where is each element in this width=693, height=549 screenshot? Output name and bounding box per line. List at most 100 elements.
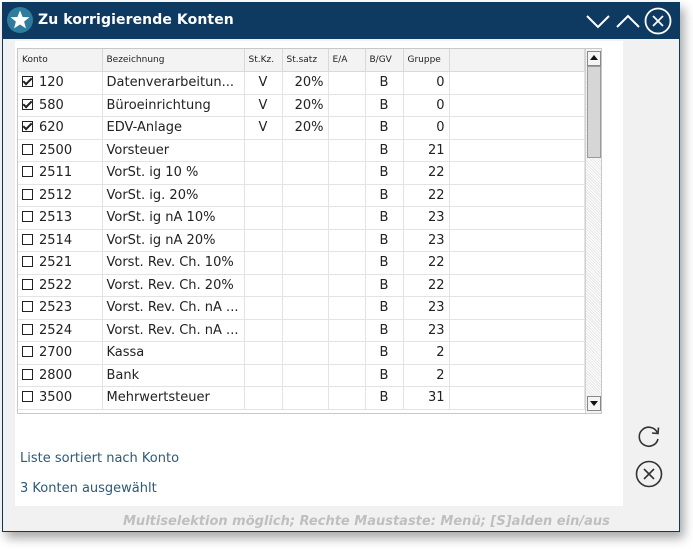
- table-row[interactable]: 2513 VorSt. ig nA 10% B 23: [18, 206, 585, 230]
- checkbox-unchecked[interactable]: [22, 391, 33, 403]
- cell-gruppe: 22: [403, 161, 450, 185]
- scroll-thumb[interactable]: [587, 66, 601, 158]
- close-circle-icon[interactable]: [644, 7, 672, 35]
- cell-gruppe: 0: [403, 116, 450, 140]
- cell-konto: 120: [18, 71, 103, 95]
- cell-gruppe: 31: [403, 386, 450, 410]
- table-row[interactable]: 2524 Vorst. Rev. Ch. nA ... B 23: [18, 319, 585, 342]
- cell-stsatz: [282, 364, 329, 387]
- checkbox-checked[interactable]: [22, 76, 33, 88]
- cell-bgv: B: [365, 161, 404, 185]
- scroll-up-button[interactable]: [587, 51, 601, 66]
- cell-stsatz: [282, 229, 329, 252]
- checkbox-unchecked[interactable]: [22, 233, 33, 245]
- checkbox-unchecked[interactable]: [22, 346, 33, 358]
- checkbox-unchecked[interactable]: [22, 301, 33, 313]
- cell-stsatz: [282, 251, 329, 275]
- column-header-ea[interactable]: E/A: [328, 49, 366, 72]
- cancel-circle-icon[interactable]: [635, 460, 663, 488]
- column-header-konto[interactable]: Konto: [18, 49, 103, 72]
- table-row[interactable]: 580 Büroeinrichtung V 20% B 0: [18, 94, 585, 117]
- cell-bgv: B: [365, 251, 404, 275]
- table-row[interactable]: 2700 Kassa B 2: [18, 341, 585, 365]
- cell-stsatz: [282, 139, 329, 162]
- checkbox-unchecked[interactable]: [22, 256, 33, 268]
- cell-filler: [449, 274, 585, 297]
- cell-konto: 3500: [18, 386, 103, 410]
- cell-stsatz: [282, 296, 329, 320]
- cell-konto: 2511: [18, 161, 103, 185]
- cell-stkz: [244, 229, 283, 252]
- column-header-gruppe[interactable]: Gruppe: [403, 49, 450, 72]
- table-row[interactable]: 2514 VorSt. ig nA 20% B 23: [18, 229, 585, 252]
- refresh-icon[interactable]: [635, 422, 663, 450]
- vertical-scrollbar[interactable]: [585, 49, 601, 413]
- cell-filler: [449, 206, 585, 230]
- table-row[interactable]: 2500 Vorsteuer B 21: [18, 139, 585, 162]
- checkbox-unchecked[interactable]: [22, 278, 33, 290]
- table-row[interactable]: 2512 VorSt. ig. 20% B 22: [18, 184, 585, 207]
- cell-konto: 2800: [18, 364, 103, 387]
- cell-bezeichnung: VorSt. ig nA 10%: [102, 206, 245, 230]
- table-row[interactable]: 2523 Vorst. Rev. Ch. nA ... B 23: [18, 296, 585, 320]
- checkbox-checked[interactable]: [22, 121, 33, 133]
- cell-filler: [449, 94, 585, 117]
- cell-konto: 2524: [18, 319, 103, 342]
- checkbox-unchecked[interactable]: [22, 166, 33, 178]
- cell-bezeichnung: Vorst. Rev. Ch. 20%: [102, 274, 245, 297]
- cell-stsatz: [282, 274, 329, 297]
- checkbox-unchecked[interactable]: [22, 323, 33, 335]
- column-header-bgv[interactable]: B/GV: [365, 49, 404, 72]
- cell-bezeichnung: Mehrwertsteuer: [102, 386, 245, 410]
- cell-stkz: [244, 139, 283, 162]
- cell-stsatz: [282, 161, 329, 185]
- cell-ea: [328, 341, 366, 365]
- table-row[interactable]: 120 Datenverarbeitun... V 20% B 0: [18, 71, 585, 95]
- column-header-filler: [449, 49, 585, 72]
- konto-number: 2513: [39, 210, 73, 226]
- scroll-down-button[interactable]: [587, 396, 601, 411]
- cell-ea: [328, 206, 366, 230]
- column-header-stsatz[interactable]: St.satz: [282, 49, 329, 72]
- cell-konto: 2500: [18, 139, 103, 162]
- cell-gruppe: 21: [403, 139, 450, 162]
- cell-ea: [328, 274, 366, 297]
- cell-konto: 2512: [18, 184, 103, 207]
- cell-gruppe: 2: [403, 364, 450, 387]
- cell-bezeichnung: VorSt. ig 10 %: [102, 161, 245, 185]
- table-row[interactable]: 2800 Bank B 2: [18, 364, 585, 387]
- checkbox-unchecked[interactable]: [22, 211, 33, 223]
- konto-number: 2800: [39, 367, 73, 383]
- table-row[interactable]: 620 EDV-Anlage V 20% B 0: [18, 116, 585, 140]
- cell-ea: [328, 184, 366, 207]
- cell-gruppe: 23: [403, 206, 450, 230]
- cell-stkz: [244, 274, 283, 297]
- konto-number: 580: [39, 97, 64, 113]
- checkbox-unchecked[interactable]: [22, 188, 33, 200]
- column-header-bezeichnung[interactable]: Bezeichnung: [102, 49, 245, 72]
- cell-ea: [328, 229, 366, 252]
- table-row[interactable]: 2522 Vorst. Rev. Ch. 20% B 22: [18, 274, 585, 297]
- table-row[interactable]: 3500 Mehrwertsteuer B 31: [18, 386, 585, 410]
- cell-bgv: B: [365, 184, 404, 207]
- cell-gruppe: 23: [403, 319, 450, 342]
- title-bar[interactable]: Zu korrigierende Konten: [3, 3, 679, 39]
- checkbox-unchecked[interactable]: [22, 143, 33, 155]
- cell-stkz: [244, 341, 283, 365]
- chevron-down-icon[interactable]: [584, 7, 612, 35]
- checkbox-unchecked[interactable]: [22, 368, 33, 380]
- table-row[interactable]: 2521 Vorst. Rev. Ch. 10% B 22: [18, 251, 585, 275]
- table-row[interactable]: 2511 VorSt. ig 10 % B 22: [18, 161, 585, 185]
- cell-stkz: [244, 206, 283, 230]
- chevron-up-icon[interactable]: [614, 7, 642, 35]
- konto-number: 2523: [39, 300, 73, 316]
- checkbox-checked[interactable]: [22, 98, 33, 110]
- column-header-stkz[interactable]: St.Kz.: [244, 49, 283, 72]
- cell-ea: [328, 139, 366, 162]
- accounts-grid[interactable]: Konto Bezeichnung St.Kz. St.satz E/A B/G…: [17, 48, 602, 414]
- cell-bezeichnung: Vorst. Rev. Ch. nA ...: [102, 319, 245, 342]
- cell-stkz: [244, 364, 283, 387]
- cell-bezeichnung: Vorsteuer: [102, 139, 245, 162]
- cell-gruppe: 0: [403, 94, 450, 117]
- cell-ea: [328, 116, 366, 140]
